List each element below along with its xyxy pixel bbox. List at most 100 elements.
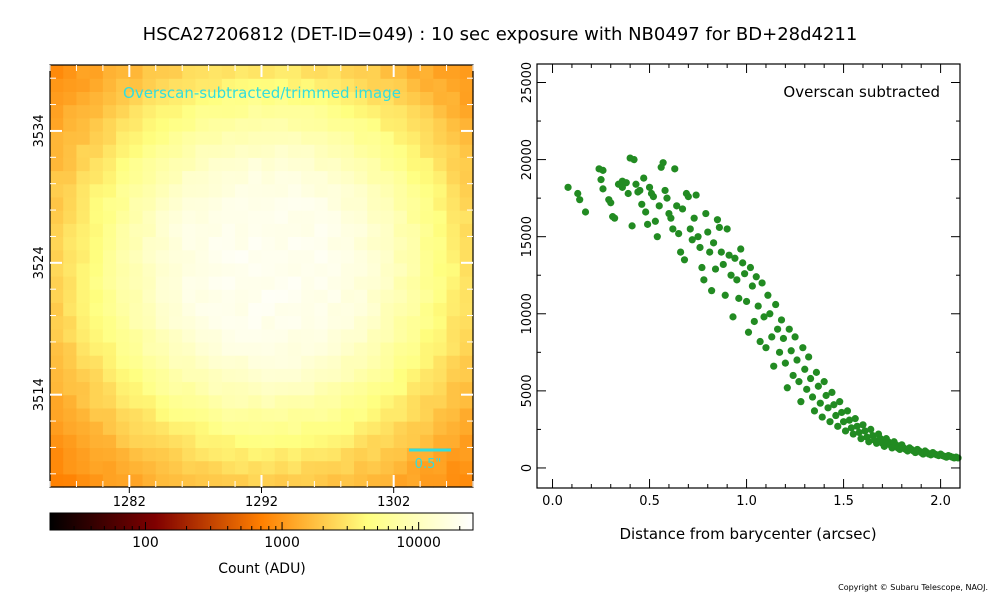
heatmap-cell bbox=[327, 196, 342, 211]
heatmap-cell bbox=[50, 183, 64, 198]
heatmap-cell bbox=[327, 473, 342, 488]
heatmap-cell bbox=[301, 328, 315, 343]
heatmap-cell bbox=[340, 262, 355, 277]
heatmap-cell bbox=[221, 276, 236, 290]
heatmap-cell bbox=[50, 315, 64, 330]
heatmap-cell bbox=[354, 210, 368, 224]
heatmap-cell bbox=[63, 460, 78, 475]
heatmap-cell bbox=[406, 289, 421, 303]
heatmap-cell bbox=[380, 236, 395, 251]
scatter-point bbox=[847, 424, 855, 432]
scatter-point bbox=[644, 220, 652, 228]
heatmap-cell bbox=[406, 157, 421, 172]
heatmap-cell bbox=[446, 117, 461, 132]
heatmap-cell bbox=[89, 117, 104, 132]
heatmap-cell bbox=[50, 157, 64, 172]
heatmap-cell bbox=[102, 78, 117, 92]
scatter-xlabel: Distance from barycenter (arcsec) bbox=[619, 525, 876, 543]
heatmap-cell bbox=[354, 249, 368, 264]
scatter-point bbox=[706, 248, 714, 256]
heatmap-cell bbox=[393, 117, 408, 132]
heatmap-cell bbox=[433, 302, 448, 317]
heatmap-cell bbox=[168, 355, 183, 369]
heatmap-cell bbox=[354, 407, 368, 422]
heatmap-cell bbox=[76, 249, 91, 264]
scatter-annotation: Overscan subtracted bbox=[783, 83, 940, 101]
scatter-point bbox=[754, 302, 762, 310]
scatter-point bbox=[630, 155, 638, 164]
heatmap-cell bbox=[459, 144, 474, 158]
heatmap-cell bbox=[221, 315, 236, 330]
heatmap-cell bbox=[142, 381, 157, 396]
heatmap-cell bbox=[50, 91, 64, 106]
heatmap-cell bbox=[221, 355, 236, 369]
heatmap-cell bbox=[340, 130, 355, 145]
heatmap-cell bbox=[301, 407, 315, 422]
scatter-point bbox=[834, 422, 842, 430]
heatmap-cell bbox=[380, 460, 395, 475]
colorbar-label: Count (ADU) bbox=[218, 561, 306, 577]
heatmap-cell bbox=[406, 262, 421, 277]
heatmap-cell bbox=[446, 249, 461, 264]
heatmap-cell bbox=[182, 341, 197, 356]
heatmap-cell bbox=[50, 289, 64, 303]
heatmap-cell bbox=[327, 434, 342, 449]
heatmap-cell bbox=[327, 144, 342, 158]
heatmap-cell bbox=[50, 65, 64, 79]
heatmap-cell bbox=[433, 78, 448, 92]
heatmap-cell bbox=[380, 341, 395, 356]
heatmap-cell bbox=[459, 302, 474, 317]
scatter-point bbox=[758, 279, 766, 287]
heatmap-cell bbox=[367, 183, 382, 198]
heatmap-cell bbox=[248, 407, 263, 422]
heatmap-cell bbox=[129, 170, 144, 185]
heatmap-cell bbox=[168, 447, 183, 462]
heatmap-cell bbox=[102, 315, 117, 330]
heatmap-cell bbox=[367, 434, 382, 449]
heatmap-cell bbox=[168, 381, 183, 396]
heatmap-cell bbox=[327, 276, 342, 290]
heatmap-cell bbox=[420, 117, 434, 132]
heatmap-cell bbox=[89, 289, 104, 303]
heatmap-cell bbox=[129, 434, 144, 449]
scatter-point bbox=[746, 263, 755, 272]
heatmap-cell bbox=[76, 210, 91, 224]
heatmap-cell bbox=[367, 328, 382, 343]
heatmap-cell bbox=[195, 460, 210, 475]
heatmap-cell bbox=[63, 104, 78, 119]
heatmap-cell bbox=[63, 170, 78, 185]
heatmap-cell bbox=[314, 157, 329, 172]
scatter-point bbox=[793, 356, 801, 364]
heatmap-cell bbox=[327, 223, 342, 238]
heatmap-cell bbox=[182, 144, 197, 158]
heatmap-cell bbox=[248, 117, 263, 132]
heatmap-cell bbox=[76, 276, 91, 290]
scatter-point bbox=[741, 270, 749, 278]
heatmap-cell bbox=[354, 447, 368, 462]
heatmap-cell bbox=[287, 315, 302, 330]
heatmap-cell bbox=[116, 91, 130, 106]
heatmap-cell bbox=[314, 355, 329, 369]
scatter-point bbox=[770, 362, 778, 370]
heatmap-cell bbox=[76, 315, 91, 330]
scatter-point bbox=[783, 384, 791, 392]
heatmap-cell bbox=[102, 91, 117, 106]
heatmap-cell bbox=[208, 65, 223, 79]
heatmap-cell bbox=[301, 276, 315, 290]
heatmap-cell bbox=[393, 249, 408, 264]
heatmap-cell bbox=[182, 157, 197, 172]
heatmap-cell bbox=[354, 183, 368, 198]
heatmap-cell bbox=[406, 276, 421, 290]
heatmap-cell bbox=[129, 381, 144, 396]
heatmap-cell bbox=[393, 130, 408, 145]
heatmap-cell bbox=[287, 117, 302, 132]
scatter-point bbox=[709, 239, 718, 247]
heatmap-cell bbox=[208, 355, 223, 369]
heatmap-cell bbox=[446, 236, 461, 251]
heatmap-cell bbox=[102, 421, 117, 435]
heatmap-cell bbox=[221, 157, 236, 172]
scatter-point bbox=[845, 416, 854, 424]
scatter-point bbox=[752, 273, 760, 281]
heatmap-cell bbox=[76, 130, 91, 145]
heatmap-cell bbox=[182, 368, 197, 383]
